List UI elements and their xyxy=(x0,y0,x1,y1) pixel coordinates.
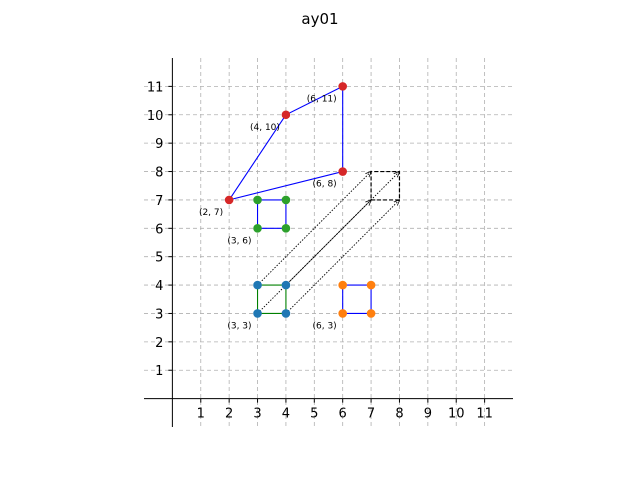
square-translated-up-point xyxy=(281,195,291,205)
x-tick-label: 4 xyxy=(282,407,290,422)
y-tick-label: 4 xyxy=(155,279,163,294)
quadrilateral-point xyxy=(338,82,347,91)
point-label: (4, 10) xyxy=(250,123,280,133)
x-tick-label: 9 xyxy=(424,407,432,422)
square-translated-right-edges xyxy=(342,284,372,315)
point-label: (6, 3) xyxy=(312,321,336,331)
x-tick-label: 3 xyxy=(253,407,261,422)
square-translated-up-edges xyxy=(256,199,287,229)
point-label: (6, 8) xyxy=(312,180,336,190)
square-dashed-edges xyxy=(370,170,401,201)
square-origin-point xyxy=(253,309,262,318)
square-translated-right-point xyxy=(366,309,376,318)
axes-layer xyxy=(144,58,513,427)
y-tick-label: 5 xyxy=(155,251,163,266)
y-tick-label: 1 xyxy=(155,364,163,379)
square-origin-point xyxy=(281,280,291,290)
x-tick-label: 2 xyxy=(225,407,233,422)
quadrilateral-point xyxy=(281,110,291,120)
y-tick-label: 10 xyxy=(147,109,164,124)
y-tick-label: 6 xyxy=(155,222,163,237)
y-tick-label: 2 xyxy=(155,336,163,351)
grid-layer xyxy=(144,58,513,427)
y-tick-label: 9 xyxy=(155,137,163,152)
square-translated-right-point xyxy=(338,280,347,290)
square-origin-point xyxy=(281,309,291,318)
point-labels: (3, 3) (6, 3) (3, 6) (2, 7) (4, 10) (6, 11) (6… xyxy=(199,94,337,331)
y-tick-label: 11 xyxy=(147,80,164,95)
points-layer xyxy=(224,82,376,318)
y-tick-label: 3 xyxy=(155,307,163,322)
square-translated-up-point xyxy=(253,195,262,205)
square-translated-right-point xyxy=(338,309,347,318)
x-tick-label: 8 xyxy=(395,407,403,422)
quadrilateral-point xyxy=(338,167,347,176)
x-tick-label: 11 xyxy=(476,407,493,422)
square-translated-up-point xyxy=(253,224,262,233)
point-label: (3, 6) xyxy=(227,236,251,246)
point-label: (2, 7) xyxy=(199,208,223,218)
x-tick-label: 5 xyxy=(310,407,318,422)
chart-title: ay01 xyxy=(301,10,338,28)
point-label: (6, 11) xyxy=(307,94,337,104)
x-tick-label: 10 xyxy=(448,407,465,422)
translation-arrows xyxy=(257,172,400,314)
y-tick-label: 8 xyxy=(155,166,163,181)
square-translated-right-point xyxy=(366,280,376,290)
quadrilateral-point xyxy=(224,195,234,205)
square-origin-point xyxy=(253,280,262,290)
point-label: (3, 3) xyxy=(227,321,251,331)
y-tick-label: 7 xyxy=(155,194,163,209)
square-translated-up-point xyxy=(281,224,291,233)
x-tick-label: 7 xyxy=(367,407,375,422)
x-tick-label: 1 xyxy=(197,407,205,422)
x-tick-label: 6 xyxy=(339,407,347,422)
